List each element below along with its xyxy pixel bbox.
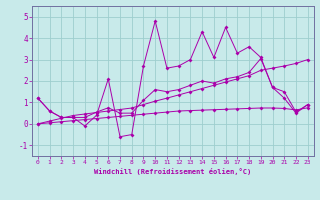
X-axis label: Windchill (Refroidissement éolien,°C): Windchill (Refroidissement éolien,°C) <box>94 168 252 175</box>
